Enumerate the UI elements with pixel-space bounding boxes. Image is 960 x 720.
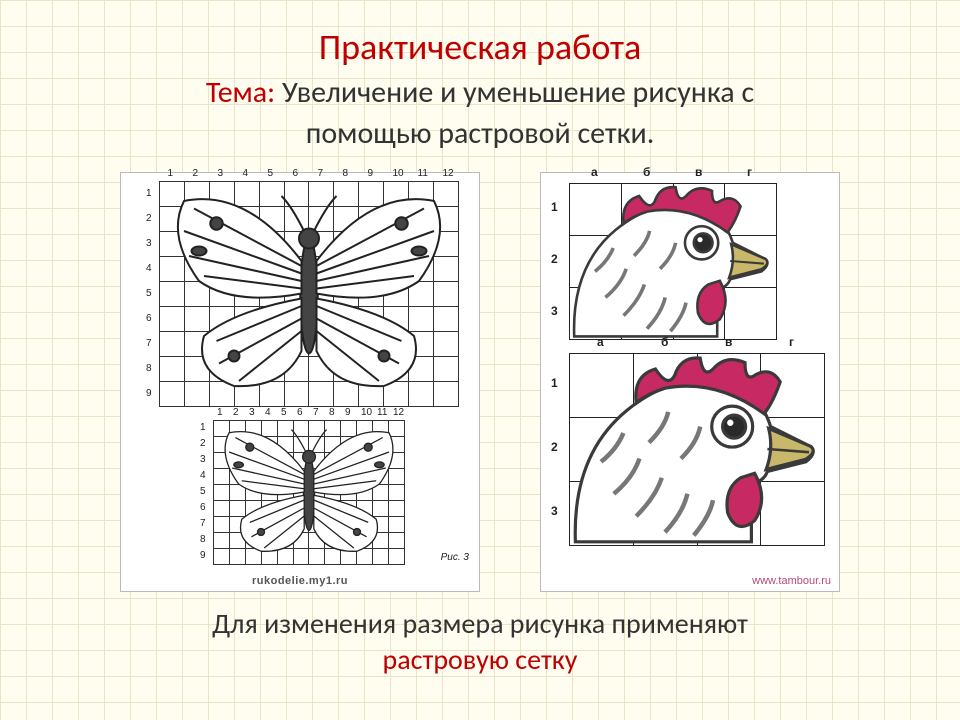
theme-text-1: Увеличение и уменьшение рисунка с: [282, 74, 754, 111]
rooster-grid-large: абвг123: [569, 353, 825, 545]
rooster-panel: абвг123 а: [540, 172, 840, 592]
watermark-right: www.tambour.ru: [752, 575, 831, 587]
theme-text-2: помощью растровой сетки.: [306, 115, 655, 152]
footer-text: Для изменения размера рисунка применяют …: [50, 606, 910, 679]
butterfly-grid-small: 123456789101112123456789: [213, 420, 405, 564]
figure-caption: Рис. 3: [441, 552, 469, 563]
page-title: Практическая работа: [50, 25, 910, 69]
rooster-grid-small: абвг123: [569, 183, 777, 339]
watermark-left: rukodelie.my1.ru: [252, 575, 348, 587]
butterfly-panel: 123456789101112123456789: [120, 172, 480, 592]
footer-line-1: Для изменения размера рисунка применяют: [212, 606, 748, 641]
theme-line: Тема: Увеличение и уменьшение рисунка с …: [50, 73, 910, 154]
footer-line-2: растровую сетку: [383, 642, 578, 677]
butterfly-grid-large: 123456789101112123456789: [159, 181, 459, 406]
slide-content: Практическая работа Тема: Увеличение и у…: [0, 0, 960, 689]
figures-row: 123456789101112123456789: [50, 172, 910, 592]
theme-label: Тема:: [206, 74, 275, 111]
